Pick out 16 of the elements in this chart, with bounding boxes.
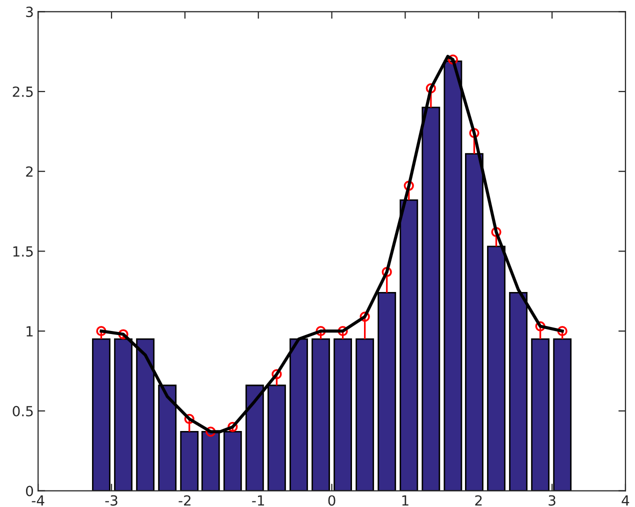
y-tick-label: 3 <box>26 6 33 18</box>
x-tick-label: -1 <box>252 495 264 506</box>
x-tick-label: 3 <box>548 495 556 506</box>
y-tick-label: 2 <box>26 166 33 177</box>
y-tick-label: 0 <box>26 486 34 496</box>
x-tick-label: 0 <box>328 495 336 506</box>
y-tick-label: 1 <box>26 326 33 336</box>
x-tick-label: -3 <box>105 495 118 506</box>
x-tick-label: -4 <box>32 495 44 506</box>
x-tick-label: 1 <box>402 495 408 506</box>
y-tick-label: 2.5 <box>12 86 33 97</box>
y-tick-label: 1.5 <box>13 246 33 257</box>
x-tick-label: 4 <box>622 495 630 506</box>
y-tick-label: 0.5 <box>12 406 33 416</box>
x-tick-label: 2 <box>475 495 482 506</box>
x-tick-label: -2 <box>178 495 190 506</box>
